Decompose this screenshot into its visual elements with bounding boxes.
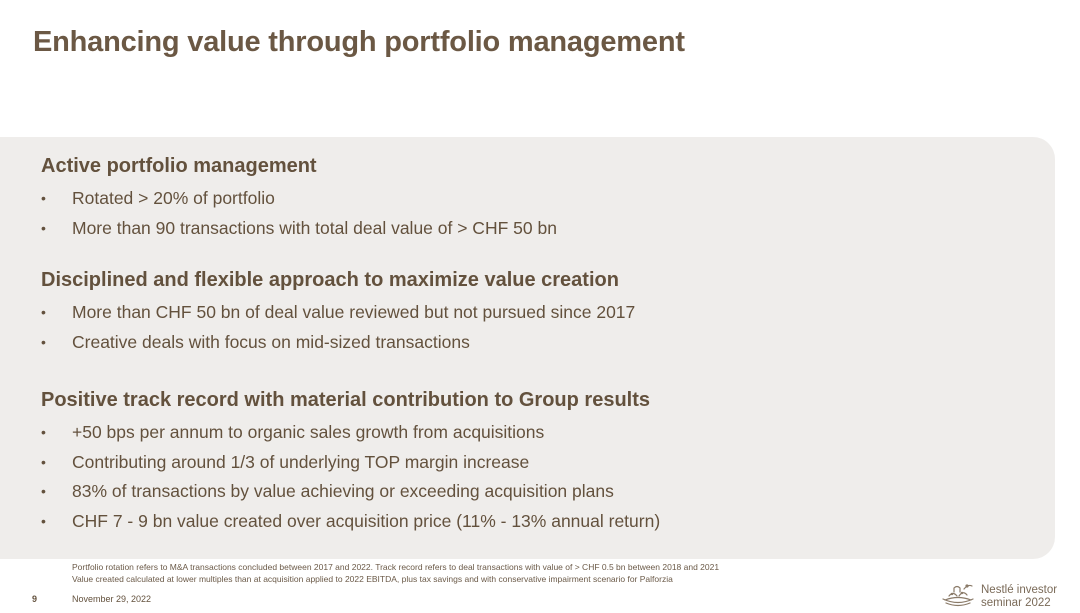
list-item: • Contributing around 1/3 of underlying T… [41,448,660,478]
brand-line: Nestlé investor [981,583,1058,596]
list-item: • 83% of transactions by value achieving … [41,477,660,507]
list-item-text: Rotated > 20% of portfolio [72,188,275,208]
list-item-text: More than CHF 50 bn of deal value review… [72,302,636,322]
bullet-icon: • [41,304,46,320]
brand-block: Nestlé investor seminar 2022 [940,580,1057,613]
list-item-text: 83% of transactions by value achieving o… [72,481,614,501]
bullet-icon: • [41,333,46,350]
list-item-text: Contributing around 1/3 of underlying TO… [72,451,530,472]
footnote: Value created calculated at lower multip… [72,573,673,584]
list-item: • CHF 7 - 9 bn value created over acquisi… [41,507,660,537]
bullet-icon: • [41,483,46,499]
slide-title: Enhancing value through portfolio manage… [33,26,685,58]
list-item: • More than CHF 50 bn of deal value revie… [41,298,635,328]
bullet-icon: • [41,424,46,440]
section-heading: Disciplined and flexible approach to max… [41,269,619,291]
bullet-icon: • [41,512,46,529]
footer-date: November 29, 2022 [72,594,152,604]
bullet-list: • +50 bps per annum to organic sales grow… [41,418,660,536]
list-item-text: Creative deals with focus on mid-sized t… [72,331,470,352]
list-item-text: +50 bps per annum to organic sales growt… [72,422,545,442]
list-item: • Rotated > 20% of portfolio [41,184,557,214]
list-item: • Creative deals with focus on mid-sized … [41,328,635,358]
list-item: • +50 bps per annum to organic sales grow… [41,418,660,448]
bullet-icon: • [41,453,46,470]
list-item-text: CHF 7 - 9 bn value created over acquisit… [72,510,661,531]
nestle-nest-logo-icon [940,580,976,613]
section-disciplined-approach: Disciplined and flexible approach to max… [41,268,635,357]
list-item: • More than 90 transactions with total de… [41,214,557,244]
section-track-record: Positive track record with material cont… [41,388,660,536]
brand-line: seminar 2022 [981,596,1051,609]
content-panel: Active portfolio management • Rotated > 2… [0,137,1055,559]
page-number: 9 [32,594,38,604]
bullet-list: • Rotated > 20% of portfolio • More than 9… [41,184,557,243]
bullet-icon: • [41,190,46,206]
footnote: Portfolio rotation refers to M&A transac… [72,562,720,572]
footnotes: Portfolio rotation refers to M&A transac… [72,562,719,585]
brand-text: Nestlé investor seminar 2022 [981,584,1057,610]
bullet-icon: • [41,219,46,236]
bullet-list: • More than CHF 50 bn of deal value revie… [41,298,635,357]
section-heading: Positive track record with material cont… [41,389,651,411]
section-active-portfolio: Active portfolio management • Rotated > 2… [41,154,557,243]
section-heading: Active portfolio management [41,155,317,177]
list-item-text: More than 90 transactions with total dea… [72,217,557,238]
